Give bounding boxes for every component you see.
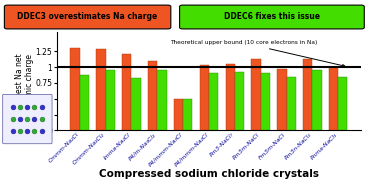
Bar xyxy=(287,77,296,130)
Bar xyxy=(277,69,287,130)
Bar xyxy=(148,61,157,130)
Bar xyxy=(235,72,244,130)
Bar xyxy=(70,48,80,130)
Bar xyxy=(209,73,218,130)
Bar xyxy=(131,78,141,130)
Text: Theoretical upper bound (10 core electrons in Na): Theoretical upper bound (10 core electro… xyxy=(170,40,345,67)
Bar xyxy=(261,73,270,130)
Bar xyxy=(96,49,105,130)
Bar xyxy=(200,65,209,130)
Bar xyxy=(303,59,312,130)
Bar xyxy=(122,54,131,130)
Y-axis label: Largest Na net
atomic charge: Largest Na net atomic charge xyxy=(15,53,34,110)
Bar xyxy=(80,75,89,130)
Bar xyxy=(183,99,192,130)
Bar xyxy=(329,67,338,130)
Bar xyxy=(226,64,235,130)
Bar xyxy=(105,70,115,130)
X-axis label: Compressed sodium chloride crystals: Compressed sodium chloride crystals xyxy=(99,169,319,179)
FancyBboxPatch shape xyxy=(3,94,52,144)
Bar xyxy=(157,70,166,130)
Bar xyxy=(251,59,261,130)
Bar xyxy=(338,77,347,130)
Bar xyxy=(174,99,183,130)
Bar xyxy=(312,70,322,130)
Text: DDEC3 overestimates Na charge: DDEC3 overestimates Na charge xyxy=(18,12,158,21)
Text: DDEC6 fixes this issue: DDEC6 fixes this issue xyxy=(224,12,320,21)
